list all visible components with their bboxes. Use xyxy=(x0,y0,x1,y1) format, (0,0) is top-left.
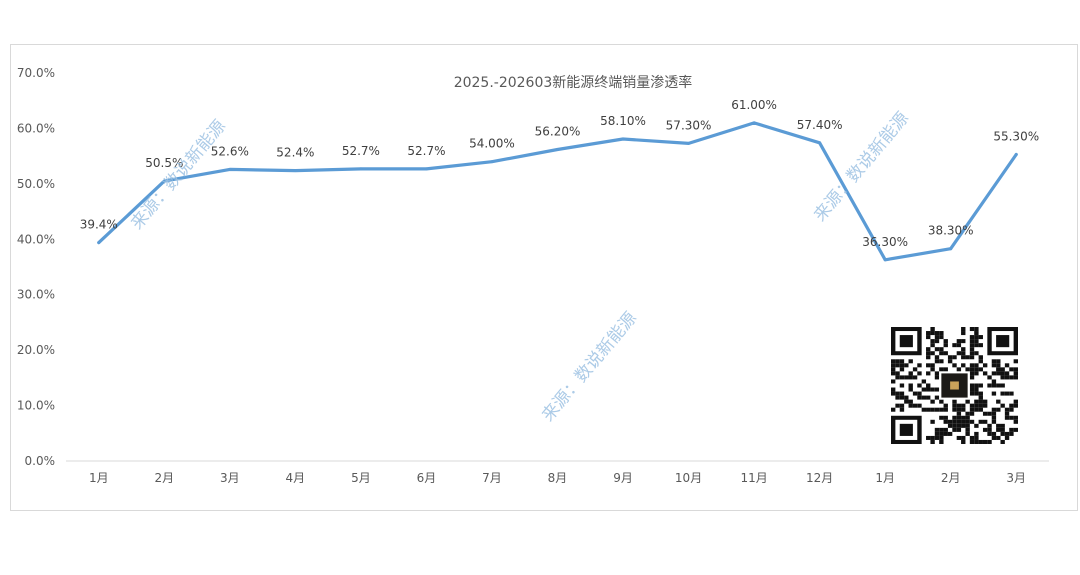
y-tick-label: 10.0% xyxy=(17,399,55,413)
data-label: 36.30% xyxy=(862,235,908,249)
data-point xyxy=(490,160,494,164)
x-tick-label: 6月 xyxy=(417,471,437,485)
chart-title: 2025.-202603新能源终端销量渗透率 xyxy=(454,74,693,91)
data-point xyxy=(424,167,428,171)
data-point xyxy=(293,169,297,173)
x-tick-label: 10月 xyxy=(675,471,702,485)
data-point xyxy=(949,247,953,251)
x-tick-label: 8月 xyxy=(548,471,568,485)
chart-frame: 2025.-202603新能源终端销量渗透率 0.0% 10.0% 20.0% 30.… xyxy=(10,44,1078,511)
x-tick-label: 4月 xyxy=(286,471,306,485)
x-tick-label: 1月 xyxy=(89,471,109,485)
qr-code-icon xyxy=(891,327,1018,444)
data-point xyxy=(883,258,887,262)
x-tick-label: 3月 xyxy=(1006,471,1026,485)
x-axis: 1月 2月 3月 4月 5月 6月 7月 8月 9月 10月 11月 12月 1月 2月 3月 xyxy=(66,460,1049,485)
x-tick-label: 3月 xyxy=(220,471,240,485)
data-label: 39.4% xyxy=(80,218,118,232)
x-tick-label: 12月 xyxy=(806,471,833,485)
y-tick-label: 0.0% xyxy=(25,454,56,468)
data-label: 58.10% xyxy=(600,114,646,128)
data-label: 52.6% xyxy=(211,144,249,158)
data-label: 57.30% xyxy=(666,118,712,132)
data-point xyxy=(162,179,166,183)
data-label: 52.4% xyxy=(276,146,314,160)
x-tick-label: 5月 xyxy=(351,471,371,485)
data-labels: 39.4% 50.5% 52.6% 52.4% 52.7% 52.7% 54.00% 56.2… xyxy=(80,98,1039,249)
data-label: 38.30% xyxy=(928,224,974,238)
y-tick-label: 30.0% xyxy=(17,288,55,302)
y-tick-label: 70.0% xyxy=(17,66,55,80)
x-tick-label: 2月 xyxy=(941,471,961,485)
x-tick-label: 11月 xyxy=(740,471,767,485)
y-tick-label: 60.0% xyxy=(17,121,55,135)
data-label: 57.40% xyxy=(797,118,843,132)
y-axis: 0.0% 10.0% 20.0% 30.0% 40.0% 50.0% 60.0% 70.0% xyxy=(17,66,55,468)
data-label: 50.5% xyxy=(145,156,183,170)
chart-svg: 2025.-202603新能源终端销量渗透率 0.0% 10.0% 20.0% 30.… xyxy=(17,66,1049,485)
data-point xyxy=(359,167,363,171)
data-point xyxy=(556,147,559,151)
data-point xyxy=(752,121,756,125)
data-label: 52.7% xyxy=(342,144,380,158)
y-tick-label: 40.0% xyxy=(17,232,55,246)
x-tick-label: 2月 xyxy=(154,471,174,485)
data-point xyxy=(228,167,232,171)
series-line-group xyxy=(97,121,1018,262)
y-tick-label: 20.0% xyxy=(17,343,55,357)
data-label: 54.00% xyxy=(469,137,515,151)
data-point xyxy=(818,141,822,145)
data-label: 61.00% xyxy=(731,98,777,112)
x-tick-label: 1月 xyxy=(875,471,895,485)
x-tick-label: 9月 xyxy=(613,471,633,485)
data-label: 52.7% xyxy=(407,144,445,158)
y-tick-label: 50.0% xyxy=(17,177,55,191)
data-point xyxy=(1014,152,1018,156)
data-point xyxy=(97,241,101,245)
data-label: 55.30% xyxy=(993,129,1039,143)
data-label: 56.20% xyxy=(535,124,581,138)
data-point xyxy=(621,137,625,141)
data-point xyxy=(687,141,691,145)
x-tick-label: 7月 xyxy=(482,471,502,485)
